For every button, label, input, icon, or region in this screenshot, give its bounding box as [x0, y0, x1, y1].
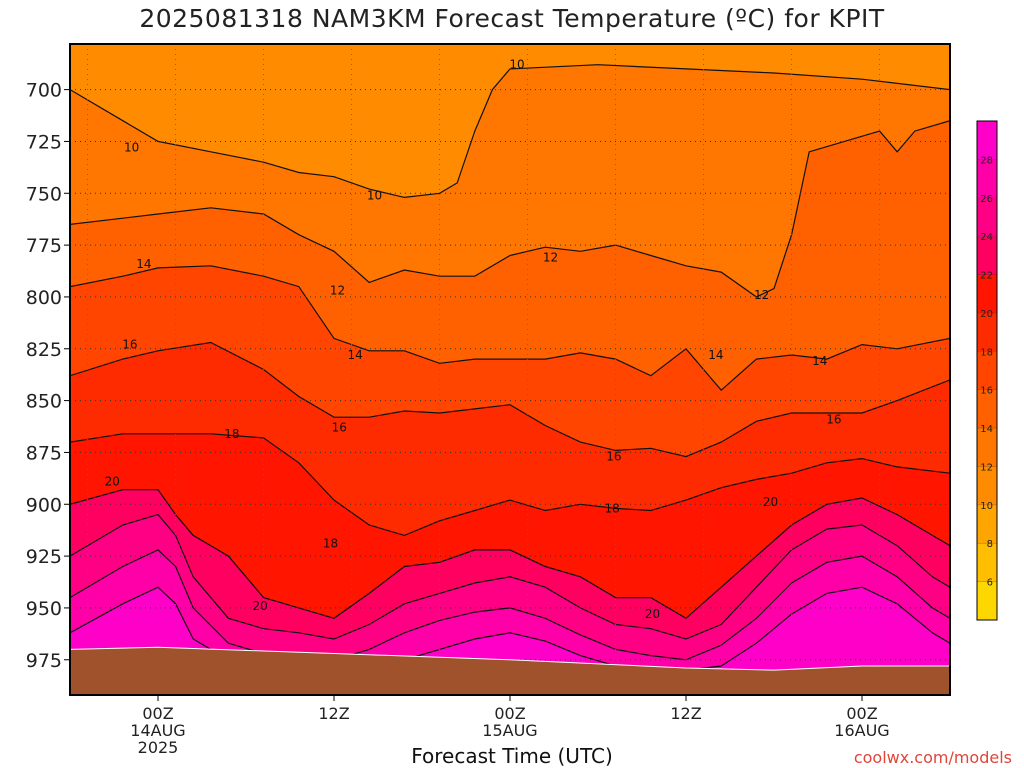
x-tick-label: 2025 — [138, 738, 179, 757]
colorbar-tick-label: 6 — [987, 578, 993, 589]
colorbar-swatch — [977, 159, 997, 198]
contour-label: 10 — [367, 188, 382, 202]
ground-layer — [70, 646, 950, 695]
colorbar-swatch — [977, 236, 997, 275]
isotherm-12 — [70, 120, 950, 298]
colorbar-tick-label: 18 — [980, 347, 993, 358]
colorbar-swatch — [977, 312, 997, 352]
contour-label: 16 — [826, 412, 841, 426]
contour-label: 16 — [332, 421, 347, 435]
contour-label: 16 — [606, 450, 621, 464]
colorbar-frame — [976, 120, 998, 621]
contour-label: 14 — [708, 348, 723, 362]
y-tick-label: 700 — [26, 80, 62, 102]
colorbar-swatch — [977, 197, 997, 237]
y-tick-label: 725 — [26, 131, 62, 153]
contour-label: 10 — [124, 141, 139, 155]
contour-label: 18 — [604, 501, 619, 515]
colorbar-swatch — [977, 351, 997, 390]
chart-title: 2025081318 NAM3KM Forecast Temperature (… — [139, 4, 885, 33]
colorbar-tick-label: 8 — [987, 539, 993, 550]
contour-label: 12 — [754, 288, 769, 302]
colorbar-tick-label: 24 — [980, 232, 993, 243]
x-tick-label: 12Z — [670, 704, 701, 723]
x-tick-label: 00Z — [494, 704, 525, 723]
isotherm-18 — [70, 433, 950, 537]
colorbar-tick-label: 10 — [980, 501, 993, 512]
y-tick-label: 825 — [26, 339, 62, 361]
colorbar-swatch — [977, 581, 997, 620]
y-tick-label: 875 — [26, 442, 62, 464]
contour-label: 16 — [122, 338, 137, 352]
colorbar-tick-label: 20 — [980, 309, 993, 320]
x-tick-label: 15AUG — [482, 721, 537, 740]
x-tick-label: 12Z — [318, 704, 349, 723]
contour-label: 10 — [509, 58, 524, 72]
y-tick-label: 925 — [26, 546, 62, 568]
x-tick-label: 00Z — [846, 704, 877, 723]
x-tick-label: 16AUG — [834, 721, 889, 740]
y-tick-label: 800 — [26, 287, 62, 309]
contour-label: 18 — [323, 537, 338, 551]
colorbar-swatch — [977, 121, 997, 160]
source-credit: coolwx.com/models — [853, 748, 1012, 767]
y-tick-label: 850 — [26, 391, 62, 413]
isotherm-20 — [70, 489, 950, 620]
isotherm-layer — [70, 64, 950, 671]
isotherm-10 — [70, 64, 950, 199]
contour-label: 18 — [224, 427, 239, 441]
isotherm-22 — [70, 513, 950, 640]
isotherm-26 — [70, 586, 950, 671]
y-tick-label: 750 — [26, 183, 62, 205]
contour-label: 14 — [812, 354, 827, 368]
temperature-fill-layer — [70, 44, 950, 695]
contour-label: 20 — [105, 474, 120, 488]
y-axis: 700 725 750 775 800 825 850 875 900 925 950 975 — [26, 80, 70, 672]
y-tick-label: 775 — [26, 235, 62, 257]
colorbar-swatch — [977, 389, 997, 429]
x-tick-label: 00Z — [142, 704, 173, 723]
y-tick-label: 900 — [26, 494, 62, 516]
contour-label-layer: 10 10 10 12 12 12 14 14 14 14 16 16 16 16 18 18 18 20 20 20… — [105, 58, 842, 621]
colorbar-tick-label: 12 — [980, 462, 993, 473]
isotherm-16 — [70, 341, 950, 458]
x-axis-label: Forecast Time (UTC) — [411, 744, 613, 768]
colorbar-swatch — [977, 274, 997, 313]
colorbar-tick-label: 16 — [980, 386, 993, 397]
colorbar-tick-label: 14 — [980, 424, 993, 435]
x-tick-label: 14AUG — [130, 721, 185, 740]
contour-label: 14 — [347, 348, 362, 362]
colorbar-tick-label: 28 — [980, 155, 993, 166]
contour-label: 12 — [543, 251, 558, 265]
colorbar-swatch — [977, 428, 997, 467]
contour-label: 20 — [252, 599, 267, 613]
contour-label: 20 — [763, 495, 778, 509]
colorbar-swatch — [977, 466, 997, 505]
y-tick-label: 975 — [26, 650, 62, 672]
colorbar-swatch — [977, 504, 997, 544]
colorbar-tick-label: 26 — [980, 194, 993, 205]
ground-terrain — [70, 646, 950, 695]
y-tick-label: 950 — [26, 598, 62, 620]
contour-label: 14 — [136, 257, 151, 271]
contour-label: 20 — [645, 607, 660, 621]
colorbar: 6 8 10 12 14 16 18 20 22 24 26 28 — [976, 120, 998, 621]
colorbar-swatch — [977, 543, 997, 582]
contour-label: 12 — [330, 284, 345, 298]
colorbar-tick-label: 22 — [980, 271, 993, 282]
